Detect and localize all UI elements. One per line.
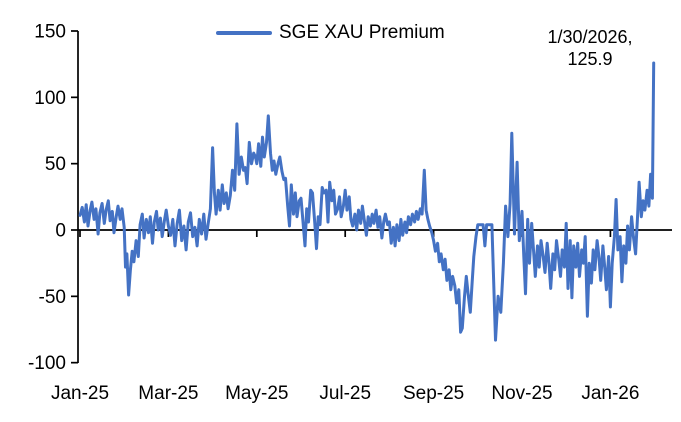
x-tick-label: Mar-25 [138,383,198,404]
x-tick-label: Nov-25 [491,383,552,404]
x-tick-label: Jul-25 [319,383,371,404]
x-tick-label: Jan-26 [581,383,639,404]
legend-label: SGE XAU Premium [279,22,445,43]
y-tick-label: 50 [45,154,66,175]
annotation-date: 1/30/2026, [547,27,633,47]
legend: SGE XAU Premium [216,22,445,44]
y-tick-label: 150 [34,22,66,43]
series-line-sge-xau-premium [78,61,656,342]
x-tick-label: Sep-25 [403,383,464,404]
last-point-annotation: 1/30/2026, 125.9 [514,26,666,70]
y-tick-label: 100 [34,88,66,109]
y-tick-label: 0 [55,221,66,242]
x-tick-label: May-25 [225,383,288,404]
y-tick-label: -50 [39,287,66,308]
annotation-value: 125.9 [567,49,613,69]
y-tick-label: -100 [28,353,66,374]
x-tick-label: Jan-25 [51,383,109,404]
legend-line-swatch [216,31,272,35]
